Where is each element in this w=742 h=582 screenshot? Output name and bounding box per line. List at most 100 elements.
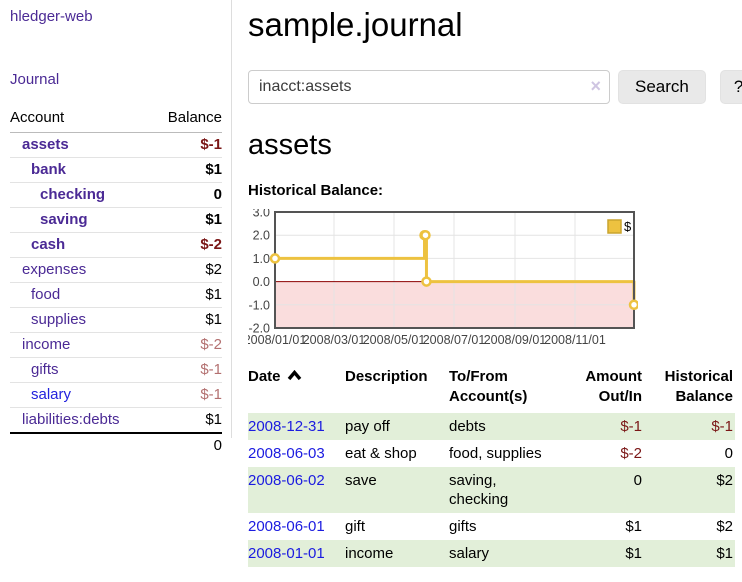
x-tick-label: 2008/03/01 xyxy=(303,333,366,347)
search-input[interactable] xyxy=(248,69,610,104)
x-tick-label: 2008/07/01 xyxy=(423,333,486,347)
register-header-row: Date Description To/From Account(s) Amount … xyxy=(248,367,735,413)
account-link[interactable]: food xyxy=(31,286,61,303)
chart-label: Historical Balance: xyxy=(248,181,384,199)
accounts-total-row: 0 xyxy=(10,432,222,458)
account-row: expenses $2 xyxy=(10,257,222,283)
y-tick-label: 2.0 xyxy=(253,229,270,243)
transaction-description: eat & shop xyxy=(345,444,417,462)
transaction-amount: $1 xyxy=(625,517,642,535)
account-link[interactable]: cash xyxy=(31,236,66,253)
app-window: hledger-web Journal Account Balance asse… xyxy=(0,0,742,567)
account-balance: $-1 xyxy=(200,136,222,153)
accounts-table: Account Balance assets $-1 bank $1 checking 0… xyxy=(10,106,222,458)
register-col-label: Amount Out/In xyxy=(585,367,642,405)
register-col-label: To/From Account(s) xyxy=(449,367,528,405)
account-row: cash $-2 xyxy=(10,232,222,258)
account-balance: $-1 xyxy=(151,382,222,408)
help-button[interactable]: ? xyxy=(719,69,742,104)
transaction-amount: 0 xyxy=(633,471,642,489)
x-tick-label: 2008/05/01 xyxy=(363,333,426,347)
search-button[interactable]: Search xyxy=(618,69,706,104)
account-balance: $1 xyxy=(151,207,222,233)
account-link[interactable]: gifts xyxy=(31,361,59,378)
accounts-header-account: Account xyxy=(10,106,152,133)
register-table-body: 2008-12-31 pay off debts $-1 $-1 2008-06-03 ea… xyxy=(248,412,735,567)
account-balance: $2 xyxy=(151,257,222,283)
account-row: income $-2 xyxy=(10,332,222,358)
account-link[interactable]: saving xyxy=(40,211,88,228)
account-balance: $1 xyxy=(151,407,222,433)
legend-swatch xyxy=(607,219,622,234)
transaction-date-link[interactable]: 2008-06-01 xyxy=(248,517,325,535)
account-row: assets $-1 xyxy=(10,133,222,158)
register-table: Date Description To/From Account(s) Amount … xyxy=(248,367,735,567)
transaction-date-link[interactable]: 2008-12-31 xyxy=(248,417,325,435)
data-point xyxy=(269,252,281,264)
account-row: checking 0 xyxy=(10,182,222,208)
account-balance: $1 xyxy=(151,282,222,308)
account-row: supplies $1 xyxy=(10,307,222,333)
account-link[interactable]: income xyxy=(22,336,71,353)
register-col-amount-out-in: Amount Out/In xyxy=(561,367,644,413)
app-title-link[interactable]: hledger-web xyxy=(10,8,93,25)
transaction-balance: $1 xyxy=(716,544,733,562)
account-link[interactable]: supplies xyxy=(31,311,87,328)
transaction-row[interactable]: 2008-12-31 pay off debts $-1 $-1 xyxy=(248,412,735,440)
accounts-header-balance: Balance xyxy=(151,106,222,133)
transaction-accounts: gifts xyxy=(449,517,477,535)
transaction-row[interactable]: 2008-06-02 save saving, checking 0 $2 xyxy=(248,466,735,513)
register-col-label: Date xyxy=(248,367,281,385)
account-link[interactable]: bank xyxy=(31,161,67,178)
transaction-row[interactable]: 2008-01-01 income salary $1 $1 xyxy=(248,539,735,567)
y-tick-label: -2.0 xyxy=(248,321,270,335)
sidebar-item-journal[interactable]: Journal xyxy=(10,71,60,88)
transaction-accounts: food, supplies xyxy=(449,444,542,462)
account-row: food $1 xyxy=(10,282,222,308)
transaction-date-link[interactable]: 2008-01-01 xyxy=(248,544,325,562)
transaction-description: save xyxy=(345,471,377,489)
transaction-date-link[interactable]: 2008-06-03 xyxy=(248,444,325,462)
account-balance: $-2 xyxy=(151,232,222,258)
transaction-date-link[interactable]: 2008-06-02 xyxy=(248,471,325,489)
accounts-total-spacer xyxy=(10,432,152,458)
balance-chart: 3.0 2.0 1.0 0.0 -1.0 -2.0 2008/01/01 2008/03/01… xyxy=(244,205,734,353)
y-tick-label: -1.0 xyxy=(248,298,270,312)
transaction-row[interactable]: 2008-06-01 gift gifts $1 $2 xyxy=(248,513,735,540)
account-link[interactable]: assets xyxy=(22,136,69,153)
data-point xyxy=(420,229,431,241)
transaction-amount: $-1 xyxy=(620,417,642,435)
transaction-row[interactable]: 2008-06-03 eat & shop food, supplies $-2 0 xyxy=(248,440,735,467)
sidebar: hledger-web Journal Account Balance asse… xyxy=(0,0,232,567)
account-balance: $1 xyxy=(151,307,222,333)
account-row: gifts $-1 xyxy=(10,357,222,383)
x-tick-label: 2008/11/01 xyxy=(544,333,606,347)
historical-balance-chart: 3.0 2.0 1.0 0.0 -1.0 -2.02008/01/012008/03/01… xyxy=(244,205,640,347)
transaction-balance: 0 xyxy=(724,444,733,462)
x-tick-label: 2008/09/01 xyxy=(484,333,547,347)
transaction-amount: $-2 xyxy=(620,444,642,462)
register-col-to-from-account-s-: To/From Account(s) xyxy=(449,367,561,413)
transaction-balance: $2 xyxy=(716,517,733,535)
transaction-accounts: saving, checking xyxy=(449,471,509,508)
register-col-date[interactable]: Date xyxy=(248,367,345,413)
transaction-balance: $2 xyxy=(716,471,733,489)
data-point xyxy=(628,299,640,310)
transaction-description: income xyxy=(345,544,394,562)
data-point xyxy=(421,276,432,287)
transaction-amount: $1 xyxy=(625,544,642,562)
account-balance: $-2 xyxy=(151,332,222,358)
account-link[interactable]: expenses xyxy=(22,261,87,278)
legend-label: $ xyxy=(624,219,632,234)
account-link[interactable]: checking xyxy=(40,186,106,203)
sort-ascending-icon xyxy=(287,369,301,380)
register-col-description: Description xyxy=(345,367,449,413)
accounts-header-row: Account Balance xyxy=(10,106,222,133)
page-title: sample.journal xyxy=(248,6,463,43)
x-tick-label: 2008/01/01 xyxy=(248,333,306,347)
main-content: sample.journal × Search ? assets Histori… xyxy=(232,0,742,567)
account-link[interactable]: liabilities:debts xyxy=(22,411,120,428)
clear-search-icon[interactable]: × xyxy=(590,75,601,96)
account-page-title: assets xyxy=(248,128,332,161)
account-link[interactable]: salary xyxy=(31,386,72,403)
